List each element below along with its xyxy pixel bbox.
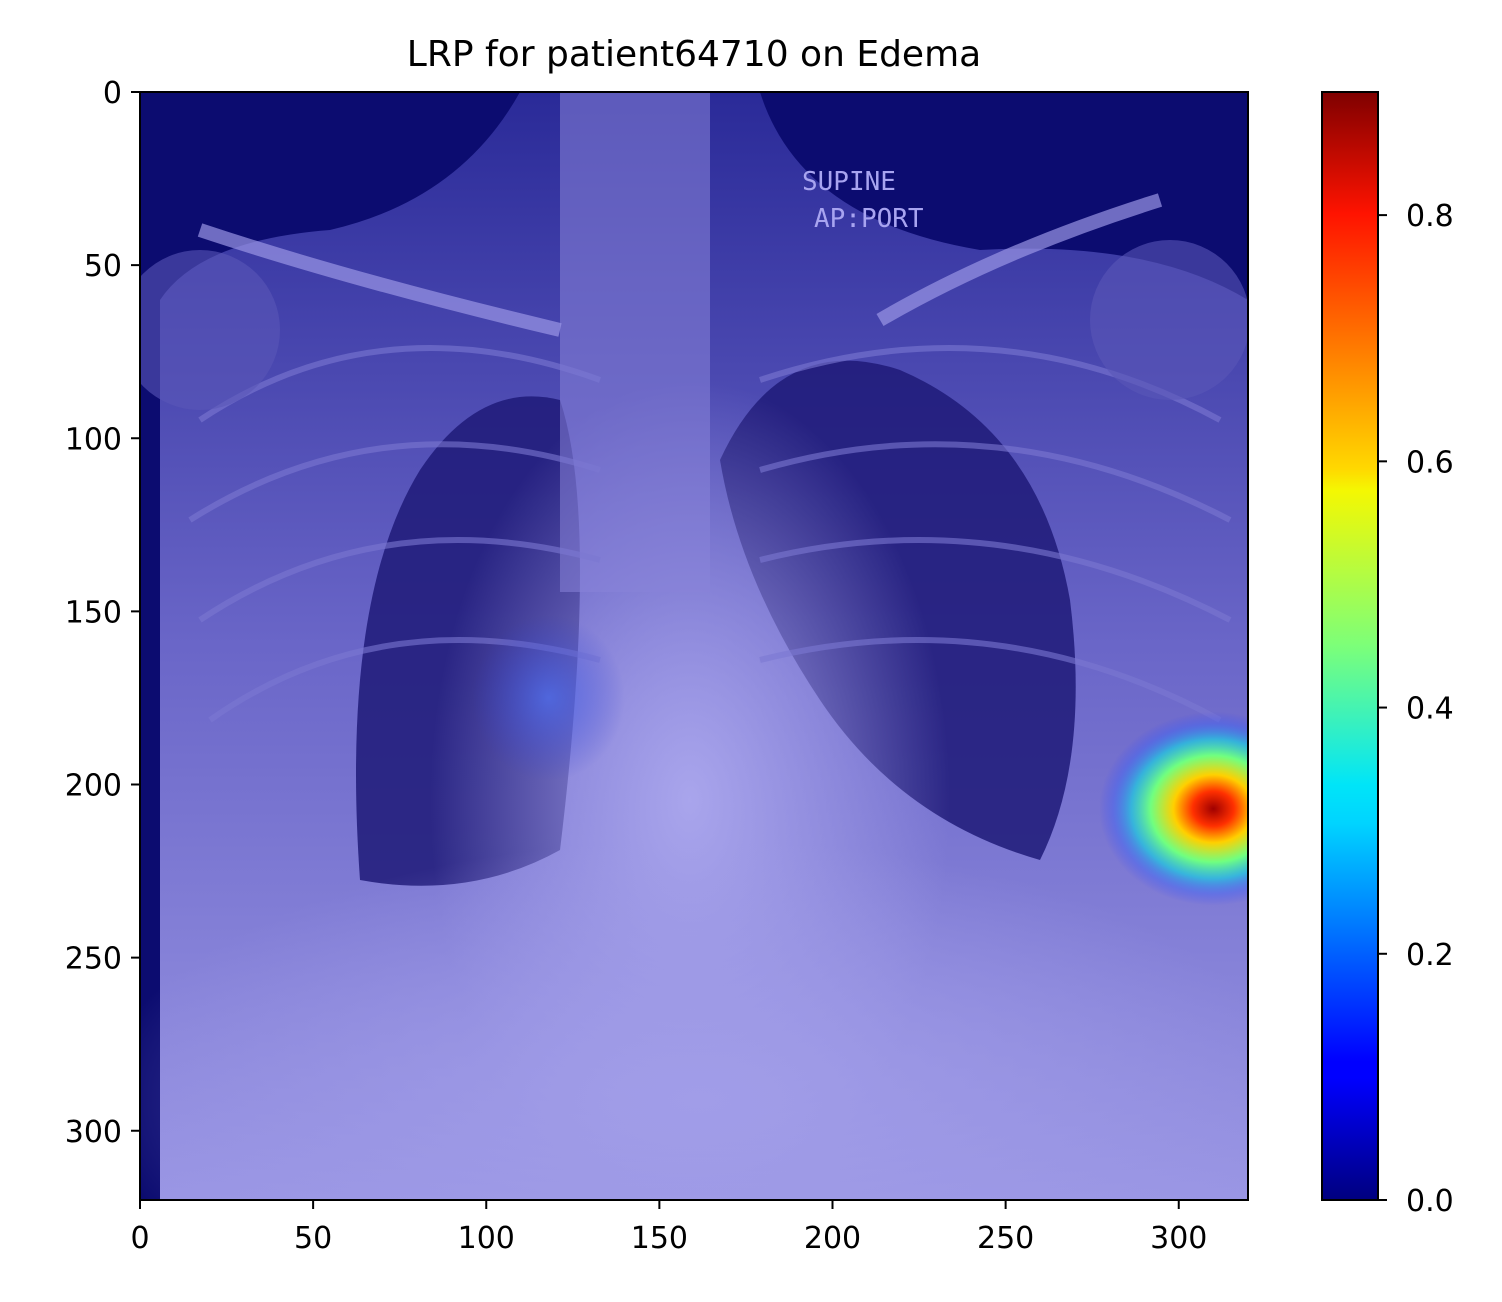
colorbar-tick-label: 0.2 [1406, 938, 1454, 973]
shoulder-right [1090, 240, 1248, 400]
axes-frame [139, 91, 1249, 1201]
y-axis: 0 50 100 150 200 250 300 [65, 76, 140, 1150]
y-tick-label: 300 [65, 1115, 122, 1150]
clavicle-left [197, 223, 562, 337]
chart-title: LRP for patient64710 on Edema [407, 34, 981, 75]
clavicle-right [876, 193, 1163, 327]
x-tick-label: 150 [631, 1221, 688, 1256]
colorbar-tick-label: 0.4 [1406, 692, 1454, 727]
colorbar-tick-label: 0.6 [1406, 445, 1454, 480]
y-tick-label: 200 [65, 769, 122, 804]
x-axis: 0 50 100 150 200 250 300 [130, 1200, 1207, 1256]
image-label-supine: SUPINE [802, 167, 896, 197]
relevance-hotspot [1099, 711, 1248, 906]
y-tick-label: 250 [65, 942, 122, 977]
colorbar [1321, 91, 1379, 1201]
x-tick-label: 300 [1150, 1221, 1207, 1256]
y-tick-label: 0 [103, 76, 122, 111]
y-tick-label: 150 [65, 595, 122, 630]
image-label-ap-port: AP:PORT [814, 204, 924, 234]
colorbar-axis: 0.0 0.2 0.4 0.6 0.8 [1378, 199, 1454, 1219]
spine [560, 92, 710, 592]
colorbar-tick-label: 0.8 [1406, 199, 1454, 234]
heatmap-image: SUPINE AP:PORT [140, 92, 1248, 1200]
shoulder-left [140, 250, 280, 410]
colorbar-tick-label: 0.0 [1406, 1184, 1454, 1219]
y-tick-label: 100 [65, 422, 122, 457]
x-tick-label: 50 [294, 1221, 332, 1256]
lower-abdomen [140, 840, 1248, 1200]
relevance-hotspot [472, 614, 625, 782]
x-tick-label: 200 [804, 1221, 861, 1256]
y-tick-label: 50 [84, 249, 122, 284]
x-tick-label: 250 [977, 1221, 1034, 1256]
x-tick-label: 0 [130, 1221, 149, 1256]
x-tick-label: 100 [458, 1221, 515, 1256]
